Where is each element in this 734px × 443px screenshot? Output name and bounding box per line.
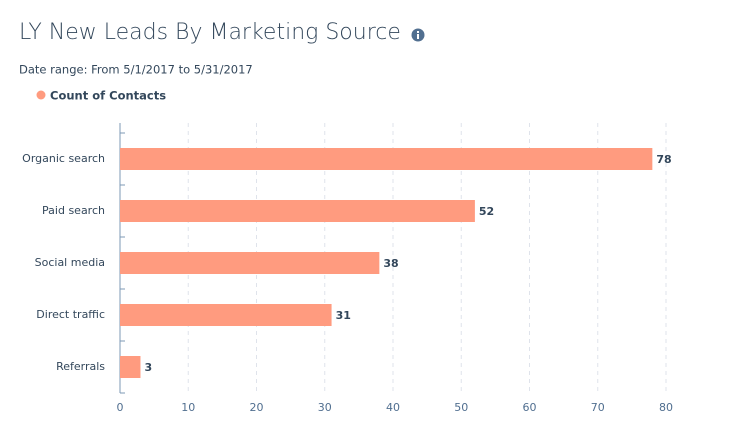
y-tick-label: Paid search [42, 204, 105, 217]
x-tick-label: 40 [386, 401, 400, 414]
value-label: 78 [656, 153, 671, 166]
y-tick-label: Organic search [22, 152, 105, 165]
x-tick-label: 50 [454, 401, 468, 414]
value-label: 52 [479, 205, 494, 218]
x-tick-label: 30 [318, 401, 332, 414]
legend-marker [36, 90, 46, 100]
x-tick-label: 0 [117, 401, 124, 414]
legend-label: Count of Contacts [50, 89, 166, 103]
bar [120, 200, 475, 222]
x-tick-label: 60 [523, 401, 537, 414]
y-tick-label: Social media [35, 256, 105, 269]
value-label: 38 [383, 257, 398, 270]
bar [120, 304, 332, 326]
x-tick-label: 10 [181, 401, 195, 414]
x-tick-label: 70 [591, 401, 605, 414]
chart-title: LY New Leads By Marketing Source [19, 20, 401, 45]
info-icon[interactable] [411, 28, 425, 42]
bar [120, 356, 141, 378]
x-tick-label: 80 [659, 401, 673, 414]
value-label: 3 [144, 361, 152, 374]
y-tick-label: Direct traffic [36, 308, 105, 321]
y-tick-label: Referrals [56, 360, 105, 373]
x-tick-label: 20 [250, 401, 264, 414]
bar [120, 252, 380, 274]
value-label: 31 [336, 309, 351, 322]
subtitle: Date range: From 5/1/2017 to 5/31/2017 [19, 63, 253, 77]
bar [120, 148, 653, 170]
